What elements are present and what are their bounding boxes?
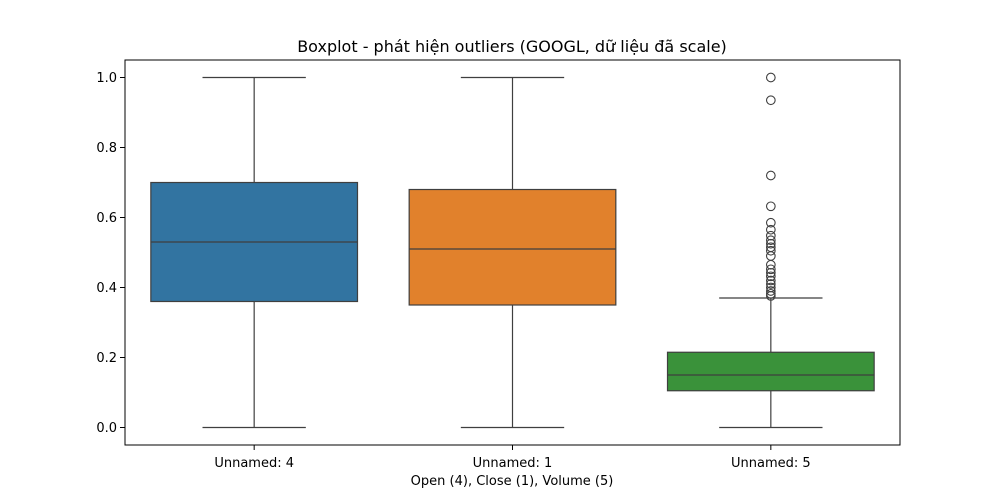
x-tick-label: Unnamed: 1 — [473, 456, 553, 471]
y-tick-label: 0.2 — [96, 351, 117, 366]
box-group — [150, 76, 359, 429]
outlier-point — [765, 275, 776, 286]
y-tick-label: 0.6 — [96, 211, 117, 226]
x-axis-label: Open (4), Close (1), Volume (5) — [411, 474, 614, 489]
outlier-point — [765, 238, 776, 249]
outlier-point — [765, 279, 776, 289]
chart-title: Boxplot - phát hiện outliers (GOOGL, dữ … — [297, 37, 727, 56]
outlier-point — [765, 245, 776, 256]
outlier-point — [765, 224, 776, 235]
box-group — [408, 76, 617, 429]
y-tick-label: 0.8 — [96, 141, 117, 156]
outlier-point — [765, 95, 776, 106]
outlier-point — [765, 201, 776, 212]
outlier-point — [765, 259, 776, 270]
outlier-point — [765, 271, 776, 282]
outlier-point — [765, 230, 776, 241]
outlier-point — [765, 170, 776, 181]
outlier-point — [765, 286, 776, 296]
y-axis: 0.0 0.2 0.4 0.6 0.8 1.0 — [96, 71, 125, 436]
outlier-point — [765, 251, 776, 261]
y-tick-label: 1.0 — [96, 71, 117, 86]
x-tick-label: Unnamed: 5 — [731, 456, 811, 471]
y-tick-label: 0.0 — [96, 421, 117, 436]
box — [666, 351, 875, 392]
outlier-point — [765, 72, 776, 83]
y-tick-label: 0.4 — [96, 281, 117, 296]
outlier-point — [765, 217, 776, 228]
outlier-point — [765, 235, 776, 246]
x-tick-label: Unnamed: 4 — [214, 456, 294, 471]
box-group — [666, 72, 875, 429]
outlier-point — [765, 267, 776, 278]
plot-area — [150, 72, 875, 429]
x-axis: Unnamed: 4 Unnamed: 1 Unnamed: 5 — [214, 445, 811, 471]
outlier-point — [765, 291, 776, 301]
box — [408, 188, 617, 306]
outlier-point — [765, 264, 776, 275]
